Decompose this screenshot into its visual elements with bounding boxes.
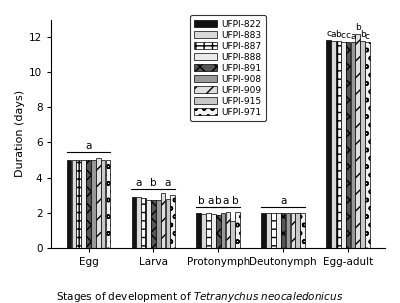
Bar [326, 40, 331, 248]
Text: b: b [355, 23, 361, 32]
Bar [336, 41, 341, 248]
Text: a: a [222, 196, 229, 206]
Text: a: a [136, 178, 142, 188]
Bar [226, 212, 230, 248]
Bar [346, 42, 350, 248]
Bar [81, 160, 86, 248]
Bar [206, 213, 211, 248]
Bar [276, 213, 281, 248]
Bar [331, 41, 336, 248]
Bar [106, 160, 110, 248]
Bar [290, 213, 295, 248]
Bar [201, 214, 206, 248]
Bar [151, 199, 156, 248]
Bar [300, 213, 305, 248]
Bar [132, 197, 136, 248]
Bar [166, 199, 170, 248]
Bar [271, 213, 276, 248]
Text: a: a [165, 178, 171, 188]
Bar [161, 193, 166, 248]
Bar [341, 42, 346, 248]
Text: c: c [346, 31, 350, 40]
Bar [141, 198, 146, 248]
Text: b: b [150, 178, 157, 188]
Text: a: a [331, 30, 336, 39]
Bar [350, 42, 355, 248]
Bar [170, 195, 175, 248]
Text: b: b [215, 196, 222, 206]
Bar [156, 200, 161, 248]
Text: Stages of development of $\it{Tetranychus\ neocaledonicus}$: Stages of development of $\it{Tetranychu… [56, 290, 344, 303]
Text: b: b [232, 196, 239, 206]
Bar [286, 213, 290, 248]
Bar [355, 34, 360, 248]
Text: b: b [336, 30, 341, 39]
Bar [216, 215, 221, 248]
Text: b: b [360, 30, 366, 39]
Bar [211, 215, 216, 248]
Bar [266, 213, 271, 248]
Text: c: c [365, 32, 370, 41]
Bar [96, 158, 100, 248]
Text: a: a [85, 142, 92, 152]
Bar [67, 160, 71, 248]
Bar [281, 213, 286, 248]
Bar [365, 42, 370, 248]
Legend: UFPI-822, UFPI-883, UFPI-887, UFPI-888, UFPI-891, UFPI-908, UFPI-909, UFPI-915, : UFPI-822, UFPI-883, UFPI-887, UFPI-888, … [190, 15, 266, 121]
Text: a: a [280, 196, 286, 206]
Bar [261, 213, 266, 248]
Text: a: a [208, 196, 214, 206]
Bar [235, 212, 240, 248]
Bar [72, 160, 76, 248]
Bar [76, 160, 81, 248]
Text: a: a [350, 32, 356, 41]
Bar [91, 160, 96, 248]
Bar [101, 160, 106, 248]
Bar [295, 213, 300, 248]
Y-axis label: Duration (days): Duration (days) [15, 90, 25, 177]
Text: b: b [198, 196, 204, 206]
Bar [136, 197, 141, 248]
Bar [86, 160, 91, 248]
Bar [360, 41, 365, 248]
Text: c: c [341, 31, 346, 40]
Bar [221, 213, 226, 248]
Bar [196, 213, 201, 248]
Bar [146, 199, 151, 248]
Text: c: c [326, 29, 331, 38]
Bar [230, 221, 235, 248]
